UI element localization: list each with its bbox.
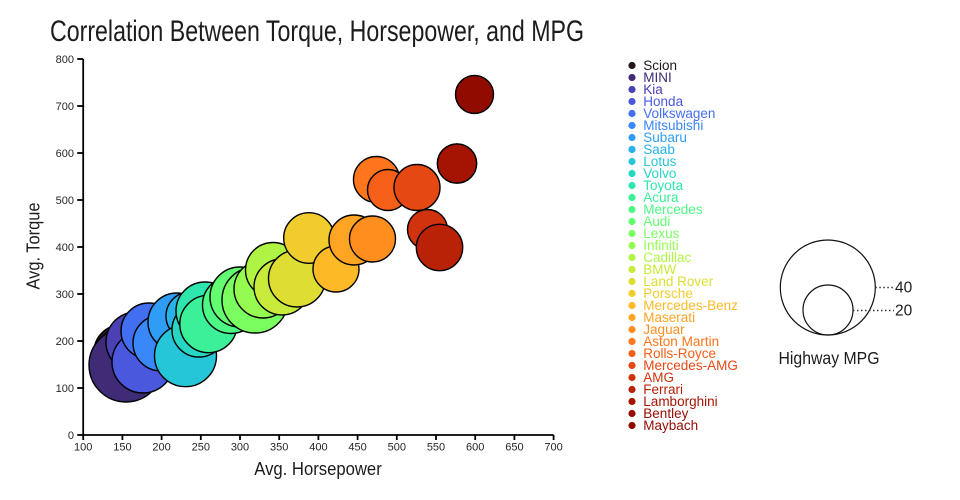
svg-text:300: 300 [231,442,249,454]
svg-text:150: 150 [113,442,131,454]
svg-text:Avg. Torque: Avg. Torque [24,203,44,290]
svg-text:Mercedes: Mercedes [643,202,703,217]
svg-text:MINI: MINI [643,70,672,85]
svg-text:100: 100 [74,442,92,454]
svg-text:Kia: Kia [643,82,663,97]
svg-text:BMW: BMW [643,262,676,277]
svg-text:Infiniti: Infiniti [643,238,678,253]
svg-text:Mercedes-Benz: Mercedes-Benz [643,298,738,313]
svg-text:Volvo: Volvo [643,166,676,181]
svg-text:200: 200 [56,336,74,348]
svg-text:Ferrari: Ferrari [643,382,683,397]
svg-text:650: 650 [505,442,523,454]
svg-text:800: 800 [56,54,74,66]
svg-text:550: 550 [427,442,445,454]
svg-text:600: 600 [466,442,484,454]
svg-text:250: 250 [192,442,210,454]
svg-text:Mercedes-AMG: Mercedes-AMG [643,358,738,373]
svg-text:Mitsubishi: Mitsubishi [643,118,703,133]
svg-text:200: 200 [152,442,170,454]
svg-text:Audi: Audi [643,214,670,229]
svg-text:Maserati: Maserati [643,310,695,325]
svg-text:500: 500 [388,442,406,454]
svg-text:700: 700 [56,101,74,113]
svg-text:500: 500 [56,195,74,207]
svg-text:Highway MPG: Highway MPG [779,348,880,368]
svg-text:Honda: Honda [643,94,683,109]
svg-text:Avg. Horsepower: Avg. Horsepower [254,459,382,479]
svg-text:Acura: Acura [643,190,679,205]
svg-text:20: 20 [895,303,913,320]
svg-text:Aston Martin: Aston Martin [643,334,719,349]
svg-text:0: 0 [68,430,74,442]
svg-text:Toyota: Toyota [643,178,683,193]
svg-text:Bentley: Bentley [643,406,688,421]
svg-text:AMG: AMG [643,370,674,385]
svg-text:300: 300 [56,289,74,301]
svg-text:Scion: Scion [643,58,677,73]
svg-text:Correlation Between Torque, Ho: Correlation Between Torque, Horsepower, … [50,15,584,48]
svg-text:350: 350 [270,442,288,454]
svg-text:Jaguar: Jaguar [643,322,685,337]
svg-text:40: 40 [895,280,913,297]
svg-text:Lamborghini: Lamborghini [643,394,717,409]
svg-text:Maybach: Maybach [643,418,698,433]
svg-text:Lexus: Lexus [643,226,679,241]
svg-text:Land Rover: Land Rover [643,274,713,289]
svg-text:Volkswagen: Volkswagen [643,106,715,121]
svg-text:600: 600 [56,148,74,160]
svg-text:100: 100 [56,383,74,395]
svg-text:Porsche: Porsche [643,286,693,301]
svg-text:700: 700 [544,442,562,454]
svg-text:400: 400 [56,242,74,254]
svg-text:Lotus: Lotus [643,154,676,169]
svg-text:Cadillac: Cadillac [643,250,691,265]
svg-text:Rolls-Royce: Rolls-Royce [643,346,716,361]
svg-text:400: 400 [309,442,327,454]
svg-text:Subaru: Subaru [643,130,687,145]
svg-text:Saab: Saab [643,142,675,157]
svg-text:450: 450 [348,442,366,454]
